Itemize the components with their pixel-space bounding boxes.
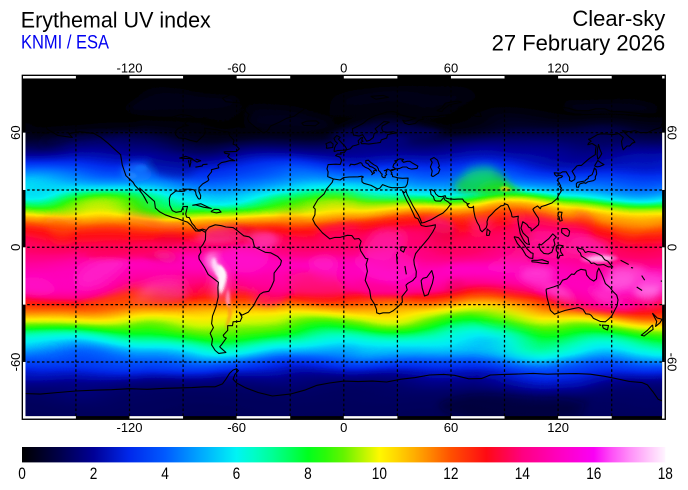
svg-text:-60: -60	[227, 420, 246, 435]
svg-text:-60: -60	[8, 353, 23, 372]
svg-text:0: 0	[340, 61, 347, 76]
svg-text:120: 120	[547, 61, 569, 76]
svg-text:8: 8	[304, 464, 312, 483]
svg-text:Clear-sky: Clear-sky	[572, 6, 665, 31]
svg-text:Erythemal UV index: Erythemal UV index	[21, 8, 211, 33]
svg-text:60: 60	[665, 125, 680, 139]
svg-text:120: 120	[547, 420, 569, 435]
svg-text:27 February 2026: 27 February 2026	[492, 31, 666, 56]
svg-text:0: 0	[18, 464, 26, 483]
svg-text:2: 2	[90, 464, 98, 483]
svg-text:-60: -60	[665, 353, 680, 372]
svg-text:0: 0	[665, 244, 680, 251]
svg-text:60: 60	[444, 420, 458, 435]
svg-text:-60: -60	[227, 61, 246, 76]
svg-text:6: 6	[233, 464, 241, 483]
svg-text:12: 12	[443, 464, 458, 483]
svg-text:KNMI / ESA: KNMI / ESA	[21, 33, 109, 54]
svg-text:60: 60	[444, 61, 458, 76]
svg-text:4: 4	[161, 464, 169, 483]
svg-text:10: 10	[372, 464, 387, 483]
svg-text:60: 60	[8, 125, 23, 139]
svg-text:16: 16	[586, 464, 601, 483]
svg-text:14: 14	[515, 464, 530, 483]
svg-text:18: 18	[658, 464, 673, 483]
svg-text:0: 0	[8, 244, 23, 251]
svg-text:-120: -120	[116, 420, 142, 435]
svg-text:0: 0	[340, 420, 347, 435]
svg-text:-120: -120	[116, 61, 142, 76]
